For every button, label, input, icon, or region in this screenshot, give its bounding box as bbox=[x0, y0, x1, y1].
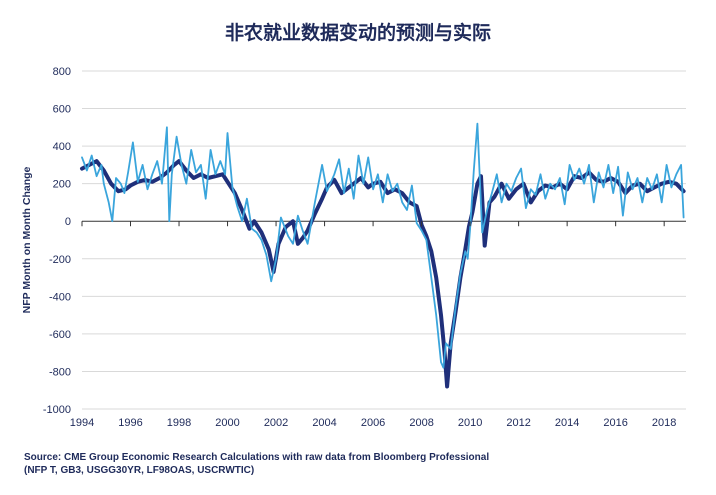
y-tick-label: -800 bbox=[49, 366, 71, 378]
gridlines bbox=[82, 70, 686, 410]
y-axis-ticks: 800 600 400 200 0 -200 -400 -600 -800 -1000 bbox=[43, 66, 71, 416]
x-tick-label: 2010 bbox=[458, 417, 482, 429]
y-tick-label: -1000 bbox=[43, 404, 71, 416]
y-axis-title: NFP Month on Month Change bbox=[21, 166, 33, 313]
y-tick-label: -400 bbox=[49, 291, 71, 303]
x-tick-label: 2000 bbox=[215, 417, 239, 429]
x-tick-label: 1994 bbox=[70, 417, 94, 429]
x-tick-label: 2014 bbox=[555, 417, 579, 429]
y-tick-label: -200 bbox=[49, 254, 71, 266]
series-line-1 bbox=[80, 159, 686, 389]
source-note: Source: CME Group Economic Research Calc… bbox=[24, 451, 704, 477]
y-tick-label: 600 bbox=[53, 104, 71, 116]
source-line-1: Source: CME Group Economic Research Calc… bbox=[24, 452, 490, 463]
x-tick-label: 2006 bbox=[361, 417, 385, 429]
series-lines bbox=[80, 122, 686, 389]
chart-title: 非农就业数据变动的预测与实际 bbox=[224, 22, 491, 44]
y-tick-label: 0 bbox=[65, 216, 71, 228]
x-tick-label: 2018 bbox=[652, 417, 676, 429]
y-tick-label: 400 bbox=[53, 141, 71, 153]
y-tick-label: -600 bbox=[49, 329, 71, 341]
x-axis-ticks: 1994 1996 1998 2000 2002 2004 2006 2008 2010 2012… bbox=[70, 221, 676, 429]
series-line-2 bbox=[81, 122, 685, 369]
x-tick-label: 2008 bbox=[409, 417, 433, 429]
x-tick-label: 2002 bbox=[264, 417, 288, 429]
x-tick-label: 1996 bbox=[118, 417, 142, 429]
x-tick-label: 1998 bbox=[167, 417, 191, 429]
x-tick-label: 2016 bbox=[603, 417, 627, 429]
x-tick-label: 2012 bbox=[506, 417, 530, 429]
y-tick-label: 800 bbox=[53, 66, 71, 78]
y-tick-label: 200 bbox=[53, 179, 71, 191]
x-tick-label: 2004 bbox=[312, 417, 336, 429]
source-line-2: (NFP T, GB3, USGG30YR, LF98OAS, USCRWTIC… bbox=[24, 465, 255, 476]
